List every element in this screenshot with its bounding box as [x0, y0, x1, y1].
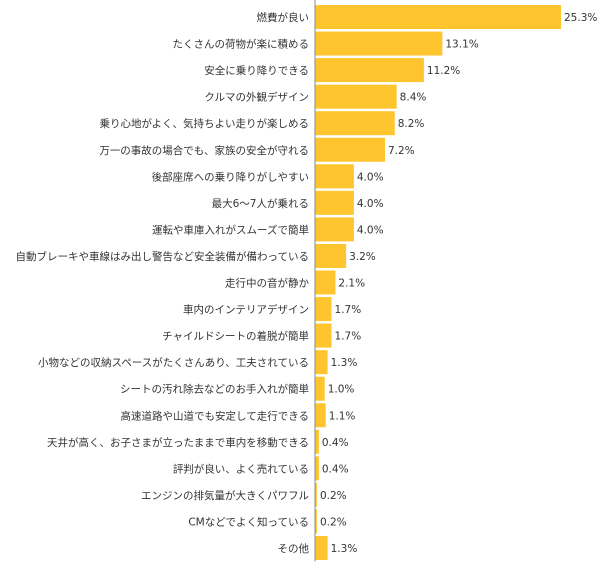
category-label: 評判が良い、よく売れている	[173, 462, 309, 475]
value-label: 25.3%	[564, 12, 597, 24]
category-label: シートの汚れ除去などのお手入れが簡単	[120, 383, 309, 396]
bars-group	[315, 5, 561, 560]
value-label: 1.3%	[331, 357, 358, 369]
bar	[315, 297, 332, 322]
category-label: その他	[278, 542, 310, 555]
value-label: 1.0%	[328, 384, 355, 396]
value-label: 4.0%	[357, 198, 384, 210]
bar	[315, 482, 317, 507]
category-label: CMなどでよく知っている	[188, 515, 309, 528]
bar	[315, 190, 354, 215]
bar	[315, 536, 328, 560]
category-label: たくさんの荷物が楽に積める	[173, 38, 310, 51]
category-label: 車内のインテリアデザイン	[183, 303, 309, 316]
category-label: クルマの外観デザイン	[204, 91, 309, 104]
bar	[315, 270, 336, 295]
bar	[315, 31, 443, 56]
value-label: 0.2%	[320, 516, 347, 528]
bar	[315, 58, 424, 83]
bar	[315, 243, 347, 268]
category-label: 小物などの収納スペースがたくさんあり、工夫されている	[38, 356, 309, 369]
category-label: 運転や車庫入れがスムーズで簡単	[152, 223, 309, 236]
value-label: 1.7%	[335, 331, 362, 343]
bar	[315, 5, 561, 29]
value-label: 1.7%	[335, 304, 362, 316]
category-label: 最大6～7人が乗れる	[212, 197, 309, 210]
bar	[315, 111, 395, 136]
bar	[315, 376, 325, 401]
value-label: 13.1%	[445, 39, 478, 51]
value-label: 0.2%	[320, 490, 347, 502]
value-labels-group: 25.3% 13.1% 11.2% 8.4% 8.2% 7.2% 4.0% 4.0% 4.0% 3…	[320, 12, 597, 555]
category-label: 燃費が良い	[257, 11, 310, 24]
bar	[315, 350, 328, 375]
category-label: 天井が高く、お子さまが立ったままで車内を移動できる	[47, 436, 309, 449]
value-label: 1.1%	[329, 410, 356, 422]
value-label: 3.2%	[349, 251, 376, 263]
bar	[315, 217, 354, 242]
category-label: 乗り心地がよく、気持ちよい走りが楽しめる	[100, 117, 309, 130]
value-label: 8.4%	[400, 92, 427, 104]
category-labels-group: 燃費が良いたくさんの荷物が楽に積める安全に乗り降りできるクルマの外観デザイン乗り…	[16, 11, 310, 555]
category-label: 走行中の音が静か	[225, 277, 309, 290]
bar	[315, 137, 386, 162]
bar	[315, 429, 319, 454]
bar	[315, 509, 317, 534]
value-label: 0.4%	[322, 437, 349, 449]
bar	[315, 403, 326, 428]
bar	[315, 164, 354, 189]
value-label: 1.3%	[331, 543, 358, 555]
value-label: 8.2%	[398, 118, 425, 130]
category-label: 安全に乗り降りできる	[204, 64, 309, 77]
category-label: チャイルドシートの着脱が簡単	[162, 330, 309, 343]
value-label: 4.0%	[357, 224, 384, 236]
bar	[315, 456, 319, 481]
category-label: 万一の事故の場合でも、家族の安全が守れる	[99, 144, 309, 157]
category-label: エンジンの排気量が大きくパワフル	[141, 489, 309, 502]
value-label: 0.4%	[322, 463, 349, 475]
value-label: 4.0%	[357, 171, 384, 183]
value-label: 2.1%	[338, 278, 365, 290]
category-label: 自動ブレーキや車線はみ出し警告など安全装備が備わっている	[16, 250, 309, 263]
value-label: 11.2%	[427, 65, 460, 77]
category-label: 後部座席への乗り降りがしやすい	[152, 170, 309, 183]
bar	[315, 84, 397, 109]
bar	[315, 323, 332, 348]
category-label: 高速道路や山道でも安定して走行できる	[121, 409, 309, 422]
value-label: 7.2%	[388, 145, 415, 157]
